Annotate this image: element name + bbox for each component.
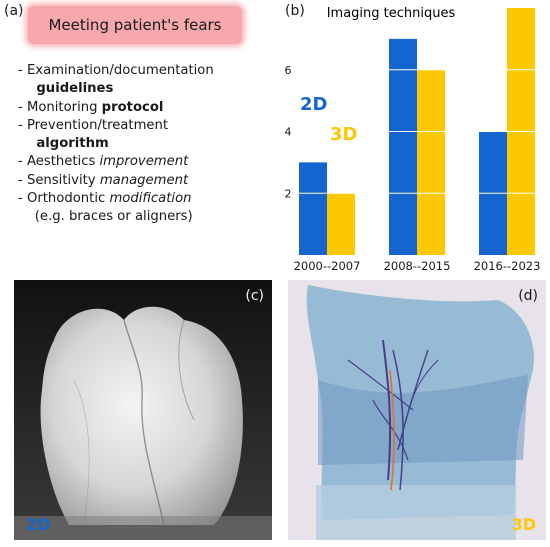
fear-list-item: guidelines (18, 80, 268, 98)
fear-list: - Examination/documentation guidelines - … (18, 62, 268, 227)
fear-list-item: - Orthodontic modification (18, 190, 268, 208)
fear-list-item: - Sensitivity management (18, 172, 268, 190)
fear-list-item: (e.g. braces or aligners) (18, 208, 268, 226)
fears-box: Meeting patient's fears (28, 6, 242, 44)
bar-2d-0 (299, 162, 327, 255)
radiograph-2d-image: (c) 2D (14, 280, 272, 540)
x-tick-label: 2016--2023 (474, 259, 541, 273)
bar-2d-1 (389, 38, 417, 255)
panel-d-label: (d) (518, 288, 538, 304)
x-tick-label: 2000--2007 (294, 259, 361, 273)
panel-d-tag: 3D (511, 515, 536, 534)
bar-3d-1 (417, 69, 445, 255)
fear-list-text: - Examination/documentation (18, 63, 214, 78)
y-tick-label: 4 (285, 126, 292, 139)
x-tick-label: 2008--2015 (384, 259, 451, 273)
fear-list-item: - Monitoring protocol (18, 99, 268, 117)
fear-list-text: protocol (101, 99, 164, 115)
fear-list-text: (e.g. braces or aligners) (18, 209, 193, 225)
fear-list-text: management (99, 172, 189, 188)
fear-list-text: guidelines (18, 81, 114, 97)
imaging-techniques-chart: Imaging techniques 2 4 6 2000--2007 2008--2… (285, 6, 550, 273)
fear-list-item: algorithm (18, 135, 268, 153)
panel-c-label: (c) (245, 288, 264, 304)
panel-c-tag: 2D (26, 515, 51, 534)
fears-box-text: Meeting patient's fears (48, 16, 222, 34)
panel-a-label: (a) (4, 3, 24, 19)
chart-title: Imaging techniques (327, 6, 456, 21)
fear-list-item: - Examination/documentation (18, 62, 268, 80)
y-tick-label: 6 (285, 64, 292, 77)
panel-b-label: (b) (285, 3, 305, 19)
fear-list-item: - Aesthetics improvement (18, 153, 268, 171)
fear-list-text: - Orthodontic (18, 191, 110, 207)
fear-list-text: algorithm (18, 136, 109, 152)
fear-list-text: - Aesthetics (18, 154, 100, 170)
fear-list-text: - Prevention/treatment (18, 117, 169, 133)
fear-list-item: - Prevention/treatment (18, 117, 268, 135)
fear-list-text: modification (109, 191, 192, 207)
legend-2d: 2D (300, 94, 327, 115)
fear-list-text: improvement (99, 154, 189, 170)
fear-list-text: - Monitoring (18, 99, 102, 115)
reconstruction-3d-image: (d) 3D (288, 280, 546, 540)
fear-list-text: - Sensitivity (18, 172, 100, 188)
bar-3d-0 (327, 193, 355, 255)
legend-3d: 3D (330, 124, 357, 145)
y-tick-label: 2 (285, 187, 292, 200)
